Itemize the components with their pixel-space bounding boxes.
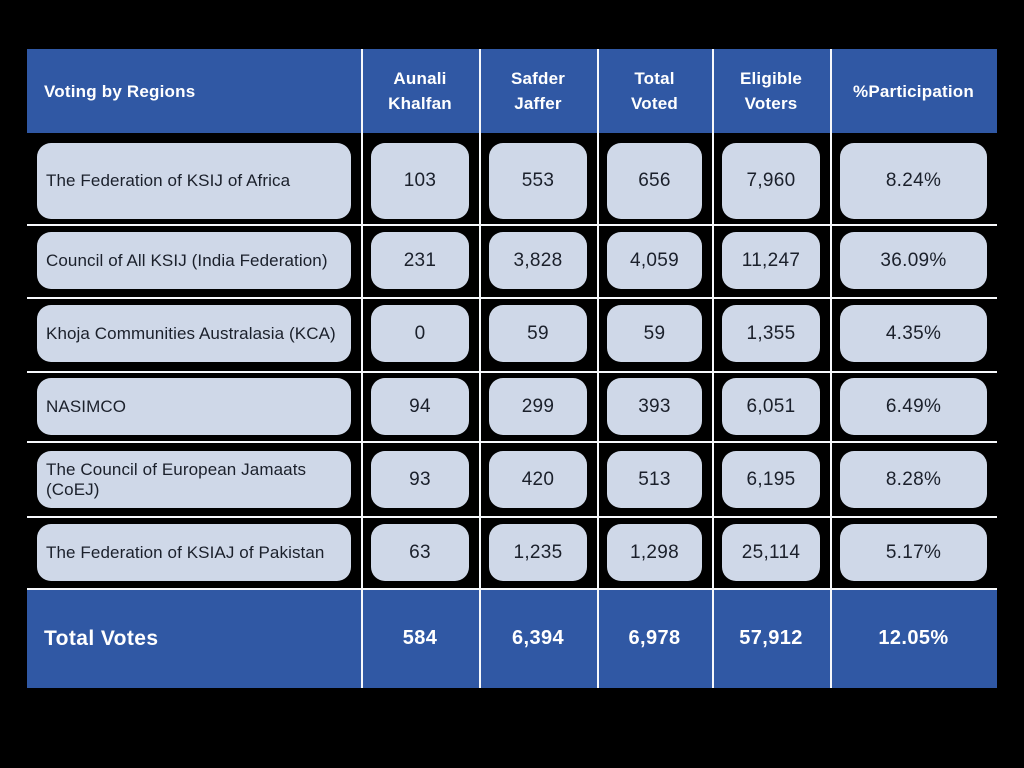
total-voted-value-cell: 4,059 — [607, 232, 702, 289]
aunali-khalfan-value-cell: 231 — [371, 232, 469, 289]
participation-value-cell: 36.09% — [840, 232, 987, 289]
safder-jaffer-value-cell: 3,828 — [489, 232, 587, 289]
total-safder-jaffer: 6,394 — [511, 627, 565, 649]
participation-value-cell: 6.49% — [840, 378, 987, 435]
aunali-khalfan-value-cell: 0 — [371, 305, 469, 362]
column-header-voting-by-regions: Voting by Regions — [44, 81, 196, 101]
table-row: Khoja Communities Australasia (KCA) 0 59… — [27, 297, 997, 370]
safder-jaffer-value-cell: 1,235 — [489, 524, 587, 581]
table-row: NASIMCO 94 299 393 6,051 6.49% — [27, 370, 997, 443]
aunali-khalfan-value-cell: 103 — [371, 143, 469, 219]
participation-value-cell: 8.28% — [840, 451, 987, 508]
region-name-cell: Council of All KSIJ (India Federation) — [37, 232, 351, 289]
table-row: The Council of European Jamaats (CoEJ) 9… — [27, 443, 997, 516]
eligible-voters-value-cell: 6,195 — [722, 451, 820, 508]
column-header-safder-jaffer: Safder Jaffer — [510, 69, 566, 113]
total-voted-value-cell: 393 — [607, 378, 702, 435]
region-name-cell: Khoja Communities Australasia (KCA) — [37, 305, 351, 362]
table-body: The Federation of KSIJ of Africa 103 553… — [27, 133, 997, 589]
column-header-aunali-khalfan: Aunali Khalfan — [388, 69, 452, 113]
table-row: The Federation of KSIJ of Africa 103 553… — [27, 133, 997, 224]
total-voted-value-cell: 513 — [607, 451, 702, 508]
region-name-cell: NASIMCO — [37, 378, 351, 435]
participation-value-cell: 8.24% — [840, 143, 987, 219]
total-participation: 12.05% — [878, 627, 949, 649]
eligible-voters-value-cell: 6,051 — [722, 378, 820, 435]
voting-results-table: Voting by Regions Aunali Khalfan Safder … — [27, 49, 997, 688]
aunali-khalfan-value-cell: 93 — [371, 451, 469, 508]
participation-value-cell: 4.35% — [840, 305, 987, 362]
safder-jaffer-value-cell: 59 — [489, 305, 587, 362]
table-row: Council of All KSIJ (India Federation) 2… — [27, 224, 997, 297]
region-name-cell: The Council of European Jamaats (CoEJ) — [37, 451, 351, 508]
eligible-voters-value-cell: 25,114 — [722, 524, 820, 581]
table-row: The Federation of KSIAJ of Pakistan 63 1… — [27, 516, 997, 589]
safder-jaffer-value-cell: 420 — [489, 451, 587, 508]
region-name-cell: The Federation of KSIJ of Africa — [37, 143, 351, 219]
safder-jaffer-value-cell: 299 — [489, 378, 587, 435]
total-aunali-khalfan: 584 — [402, 627, 438, 649]
eligible-voters-value-cell: 7,960 — [722, 143, 820, 219]
column-header-eligible-voters: Eligible Voters — [739, 69, 803, 113]
region-name-cell: The Federation of KSIAJ of Pakistan — [37, 524, 351, 581]
total-voted-value-cell: 59 — [607, 305, 702, 362]
total-voted-value-cell: 1,298 — [607, 524, 702, 581]
table-header-row: Voting by Regions Aunali Khalfan Safder … — [27, 49, 997, 133]
eligible-voters-value-cell: 1,355 — [722, 305, 820, 362]
total-total-voted: 6,978 — [628, 627, 681, 649]
column-header-participation: %Participation — [853, 81, 974, 101]
column-header-total-voted: Total Voted — [631, 69, 678, 113]
eligible-voters-value-cell: 11,247 — [722, 232, 820, 289]
total-row-label: Total Votes — [44, 626, 159, 650]
safder-jaffer-value-cell: 553 — [489, 143, 587, 219]
aunali-khalfan-value-cell: 63 — [371, 524, 469, 581]
aunali-khalfan-value-cell: 94 — [371, 378, 469, 435]
participation-value-cell: 5.17% — [840, 524, 987, 581]
total-voted-value-cell: 656 — [607, 143, 702, 219]
table-total-row: Total Votes 584 6,394 6,978 57,912 12.05… — [27, 589, 997, 688]
total-eligible-voters: 57,912 — [739, 627, 803, 649]
